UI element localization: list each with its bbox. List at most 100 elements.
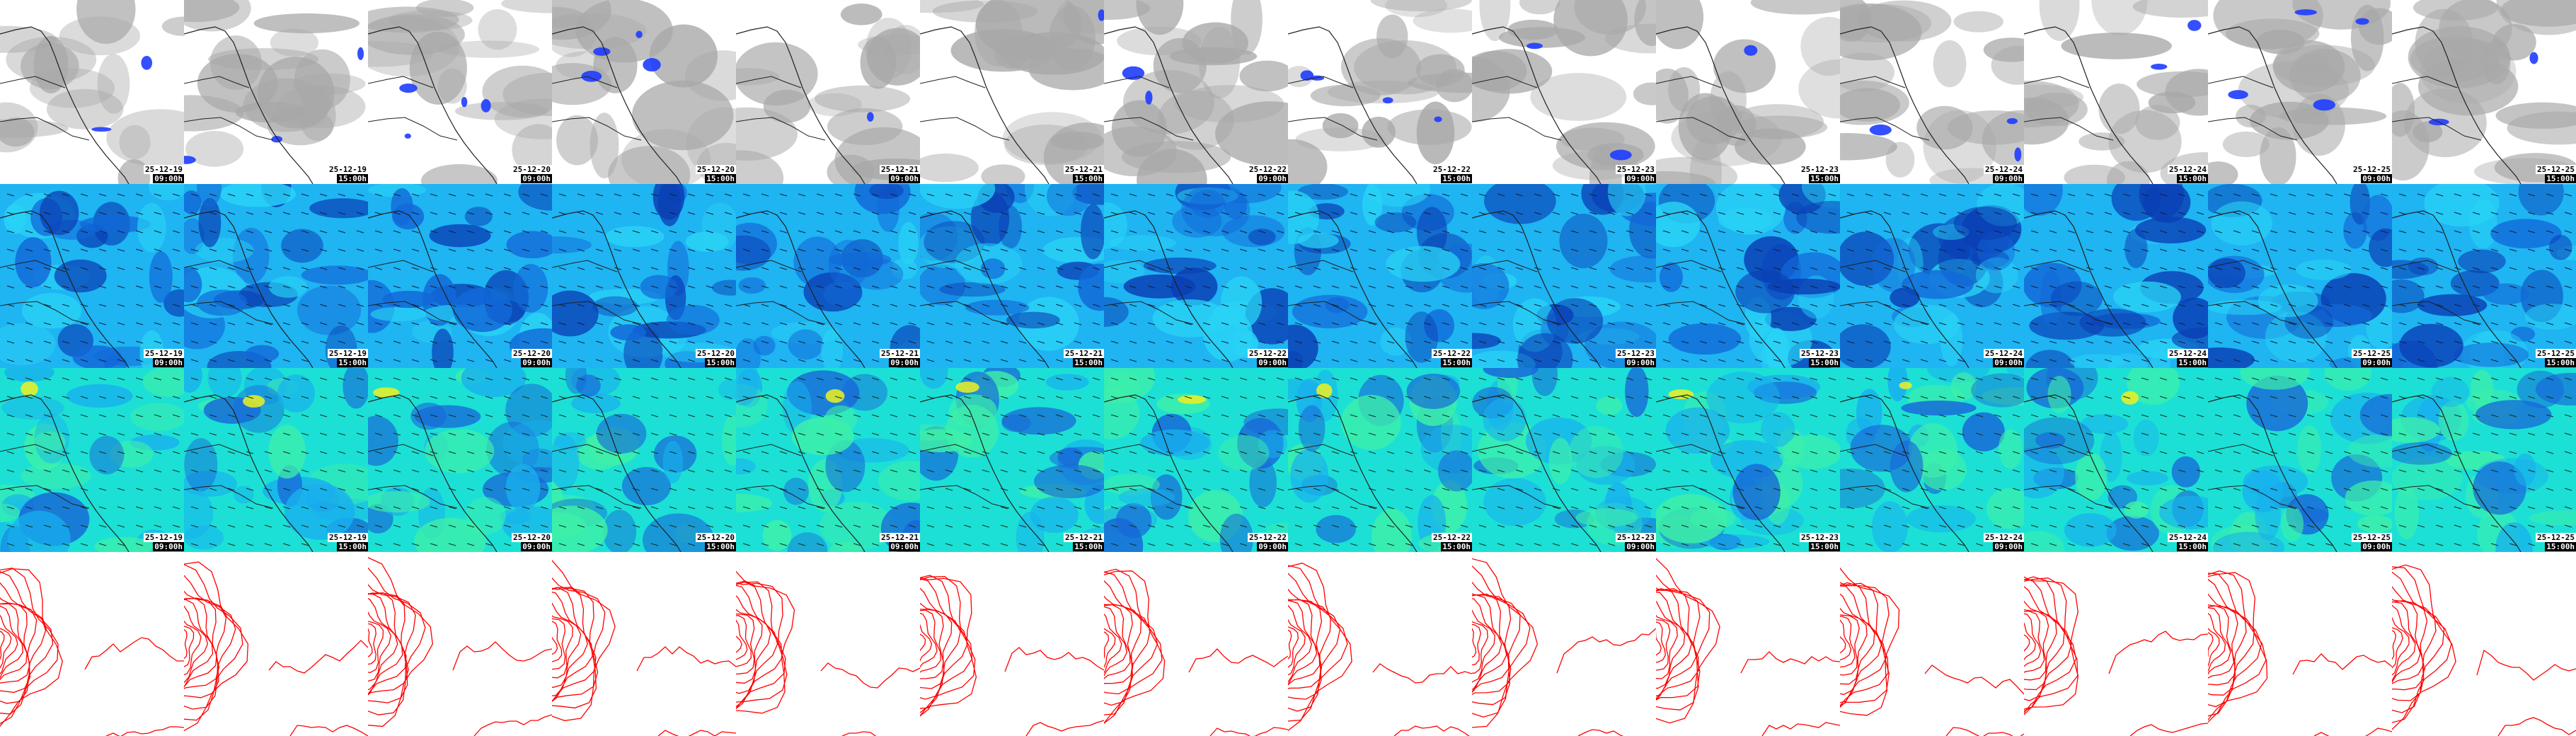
wind-arrow [2362,377,2370,381]
wind-arrow [246,414,254,418]
wind-arrow [1515,432,1524,436]
wind-arrow [2233,193,2241,197]
map-panel-wind-high: 25-12-22 15:00h [1288,368,1472,552]
wind-arrow [1846,340,1855,344]
panel-date-label: 25-12-24 [1984,533,2024,542]
wind-arrow [1497,322,1505,326]
wind-arrow [945,230,953,234]
wind-arrow [1828,248,1836,252]
wind-arrow [25,359,33,362]
wind-arrow [1497,230,1505,234]
wind-arrow [1975,267,1984,270]
wind-arrow [1350,377,1358,381]
wind-arrow [2546,506,2554,510]
wind-speed-layer [736,368,920,552]
wind-arrow [2104,469,2112,473]
wind-arrow [871,193,880,197]
wind-arrow [632,304,640,307]
wind-arrow [1166,396,1174,399]
wind-arrow [816,267,824,270]
wind-arrow [1534,396,1542,399]
wind-arrow [522,432,530,436]
precip-cell [399,84,418,93]
wind-arrow [1534,193,1542,197]
wind-arrow [669,230,677,234]
precip-layer [1526,42,1632,161]
wind-arrow [1276,193,1284,197]
cloud-patch [46,88,124,130]
wind-arrow [1938,340,1947,344]
coastline [1472,26,1602,184]
wind-arrow [2417,432,2425,436]
wind-arrow [1736,414,1744,418]
wind-arrow [411,543,420,546]
wind-speed-patch [505,464,541,512]
wind-arrow [1276,212,1284,215]
wind-arrow [2527,377,2536,381]
wind-speed-patch [2025,350,2075,368]
wind-arrow [761,506,769,510]
wind-arrow [1166,377,1174,381]
wind-arrow [2546,377,2554,381]
wind-arrow [1957,230,1965,234]
wind-arrow [1313,543,1321,546]
isobar-contour [2129,723,2208,736]
wind-arrow [1442,432,1450,436]
wind-arrow [374,377,383,381]
cloud-patch [106,109,184,168]
wind-arrow [871,469,880,473]
wind-arrow [1129,285,1137,289]
wind-arrow [669,524,677,528]
wind-arrow [1405,230,1413,234]
wind-arrow [982,193,990,197]
wind-arrow [650,212,659,215]
cloud-patch [0,102,38,153]
map-canvas [920,0,1104,184]
wind-arrow [650,396,659,399]
cloud-patch [1953,11,2003,33]
wind-speed-patch [2081,414,2129,435]
wind-arrow [1957,322,1965,326]
wind-arrow [1184,488,1192,491]
wind-arrow [6,322,15,326]
wind-arrow [1975,248,1984,252]
state-border [0,76,90,141]
wind-arrow [356,506,364,510]
wind-arrow [1865,506,1873,510]
wind-speed-patch [1152,299,1228,338]
wind-arrow [374,524,383,528]
wind-arrow [2251,304,2260,307]
wind-arrow [1405,506,1413,510]
wind-arrow [687,469,696,473]
wind-arrow [687,414,696,418]
wind-arrow [540,248,548,252]
wind-speed-patch [2296,259,2352,280]
wind-arrow [1221,230,1229,234]
wind-speed-layer [2210,368,2392,552]
isobar-contour [736,585,778,703]
wind-arrow [393,469,401,473]
wind-speed-patch [268,276,307,298]
wind-arrow [595,359,604,362]
wind-arrow [466,488,475,491]
wind-arrow [724,285,732,289]
wind-arrow [1626,267,1634,270]
wind-arrow [1828,396,1836,399]
wind-arrow [1773,267,1781,270]
wind-speed-layer [184,184,368,368]
wind-arrow [2104,396,2112,399]
cloud-patch [807,93,863,117]
wind-arrow [2122,267,2131,270]
wind-arrow [687,432,696,436]
wind-arrow [1773,359,1781,362]
wind-arrow [2288,285,2296,289]
wind-arrow [264,359,272,362]
wind-arrow [411,432,420,436]
map-panel-wind-high: 25-12-20 09:00h [368,368,552,552]
wind-arrow [2564,396,2572,399]
wind-arrow [1331,212,1340,215]
wind-arrow [1681,322,1689,326]
wind-arrow [687,212,696,215]
cloud-patch [814,85,911,113]
coastline [2208,26,2338,184]
